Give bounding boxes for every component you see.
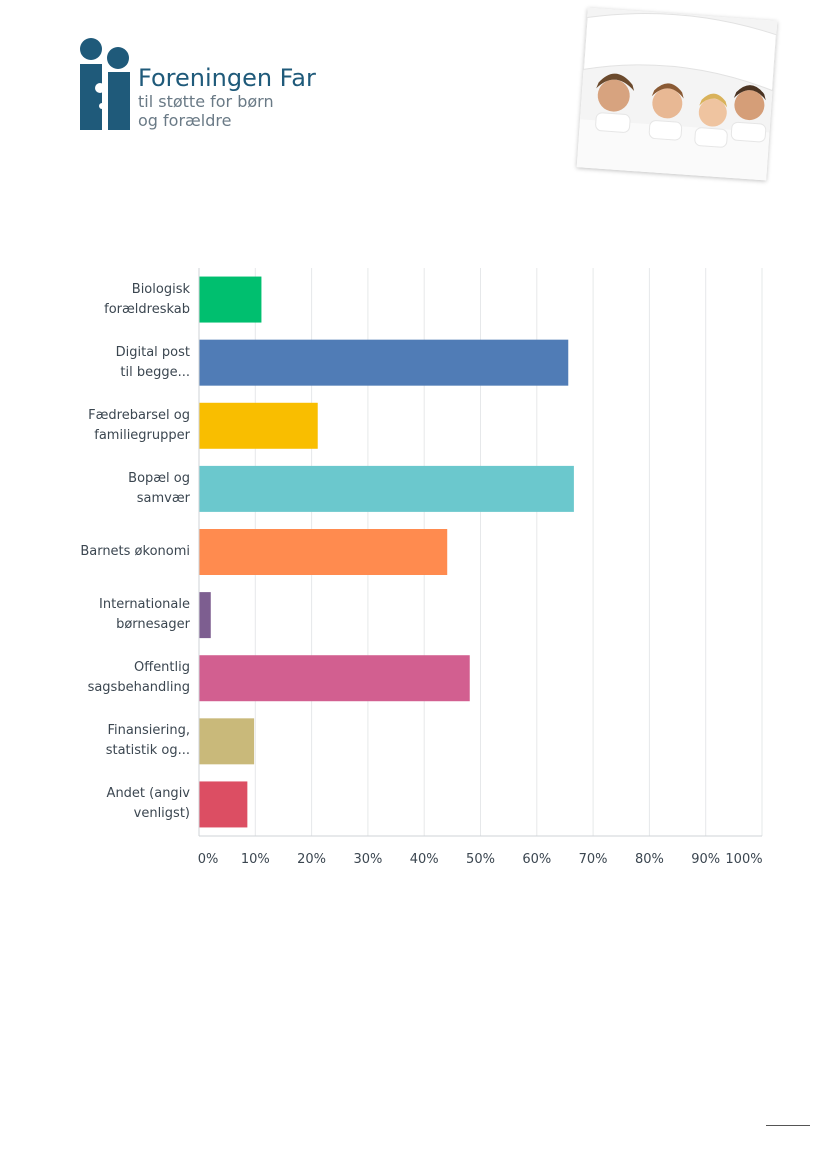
category-label-line: Andet (angiv <box>106 786 190 802</box>
category-label-line: Biologisk <box>131 281 190 297</box>
bar <box>199 276 262 323</box>
category-label: Barnets økonomi <box>30 542 190 562</box>
org-tagline-line1: til støtte for børn <box>138 92 274 111</box>
category-label: Digital post til begge... <box>30 343 190 383</box>
family-photo <box>576 7 778 181</box>
x-tick-label: 20% <box>297 852 327 867</box>
bar <box>199 465 574 512</box>
category-label: Offentlig sagsbehandling <box>30 658 190 698</box>
bar <box>199 718 255 765</box>
logo-figures-icon <box>80 38 130 130</box>
category-label: Biologisk forældreskab <box>30 280 190 320</box>
x-tick-label: 30% <box>353 852 383 867</box>
category-label-line: samvær <box>136 490 190 506</box>
x-tick-label: 40% <box>409 852 439 867</box>
category-label-line: Internationale <box>99 597 190 613</box>
x-tick-label: 50% <box>466 852 495 867</box>
survey-bar-chart: Biologisk forældreskab Digital post til beg… <box>30 268 763 867</box>
category-label-line: Finansiering, <box>107 723 190 739</box>
x-tick-label: 10% <box>240 852 270 867</box>
category-label-line: Bopæl og <box>128 470 190 486</box>
category-label-line: statistik og... <box>105 743 190 759</box>
category-label: Bopæl og samvær <box>30 469 190 509</box>
category-label-line: børnesager <box>116 617 190 633</box>
category-label-line: til begge... <box>120 364 190 380</box>
bar <box>199 339 569 386</box>
org-tagline-line2: og forældre <box>138 111 232 130</box>
bar <box>199 402 318 449</box>
category-label-line: venligst) <box>133 806 190 822</box>
footer-rule <box>766 1125 810 1126</box>
bar <box>199 529 448 575</box>
category-label: Fædrebarsel og familiegrupper <box>30 406 190 446</box>
logo-text: Foreningen Far til støtte for børn og fo… <box>138 64 316 130</box>
x-tick-label: 80% <box>634 852 664 867</box>
chart-plot <box>198 268 763 837</box>
bar <box>199 592 211 639</box>
category-label-line: forældreskab <box>104 301 190 317</box>
category-label: Andet (angiv venligst) <box>30 784 190 824</box>
category-label-line: Barnets økonomi <box>80 544 190 559</box>
category-label-line: Fædrebarsel og <box>88 407 190 423</box>
org-name: Foreningen Far <box>138 64 316 92</box>
foreningen-far-logo: Foreningen Far til støtte for børn og fo… <box>78 38 318 138</box>
x-tick-label: 0% <box>197 852 219 867</box>
category-label: Internationale børnesager <box>30 595 190 635</box>
category-label-line: familiegrupper <box>94 427 190 443</box>
bar <box>199 655 470 702</box>
category-label-line: Offentlig <box>134 660 190 676</box>
category-label: Finansiering, statistik og... <box>30 721 190 761</box>
x-tick-label: 90% <box>691 852 721 867</box>
bar <box>199 781 248 828</box>
category-label-line: Digital post <box>115 344 190 360</box>
x-tick-label: 60% <box>522 852 552 867</box>
category-label-line: sagsbehandling <box>87 680 190 696</box>
x-tick-label: 70% <box>578 852 608 867</box>
x-tick-label: 100% <box>725 852 763 867</box>
